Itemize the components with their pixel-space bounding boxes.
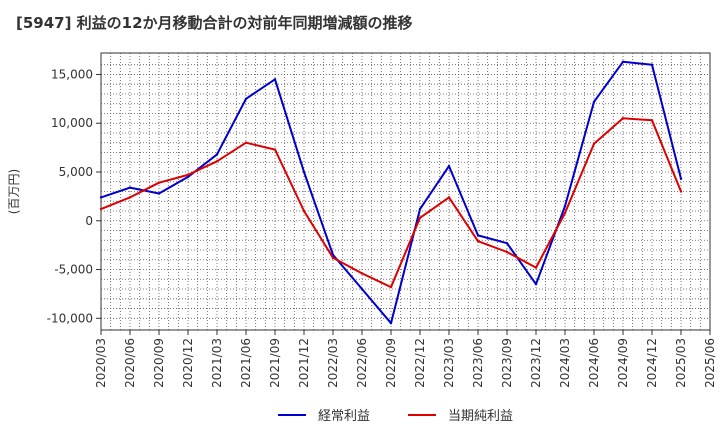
y-axis: 15,000 10,000 5,000 0 -5,000 -10,000 bbox=[47, 67, 101, 325]
x-tick-label: 2024/06 bbox=[587, 338, 601, 388]
data-point bbox=[592, 142, 596, 145]
x-tick-label: 2022/06 bbox=[355, 338, 369, 388]
data-point bbox=[244, 141, 248, 144]
data-point bbox=[99, 196, 103, 199]
data-point bbox=[360, 272, 364, 275]
data-point bbox=[273, 148, 277, 151]
data-point bbox=[592, 100, 596, 103]
y-tick-label: 15,000 bbox=[51, 67, 93, 81]
plot-area bbox=[100, 52, 711, 331]
y-axis-label: (百万円) bbox=[7, 169, 21, 214]
x-tick-label: 2023/09 bbox=[500, 338, 514, 388]
data-point bbox=[650, 63, 654, 66]
data-point bbox=[534, 282, 538, 286]
x-tick-label: 2021/09 bbox=[268, 338, 282, 388]
legend-label: 当期純利益 bbox=[448, 409, 513, 424]
y-tick-label: -5,000 bbox=[54, 263, 93, 277]
data-point bbox=[476, 240, 480, 243]
data-point bbox=[215, 160, 219, 163]
x-tick-label: 2022/09 bbox=[384, 338, 398, 388]
x-tick-label: 2021/06 bbox=[239, 338, 253, 388]
gridlines bbox=[101, 53, 710, 330]
data-point bbox=[476, 234, 480, 237]
x-tick-label: 2024/09 bbox=[616, 338, 630, 388]
data-point bbox=[389, 285, 393, 289]
data-point bbox=[563, 211, 567, 215]
x-tick-label: 2023/03 bbox=[442, 338, 456, 388]
x-tick-label: 2020/06 bbox=[123, 338, 137, 388]
data-point bbox=[418, 207, 422, 211]
y-tick-label: 0 bbox=[85, 214, 93, 228]
data-point bbox=[215, 153, 219, 156]
x-tick-label: 2021/12 bbox=[297, 338, 311, 388]
data-point bbox=[360, 287, 364, 291]
x-tick-label: 2024/12 bbox=[645, 338, 659, 388]
data-point bbox=[621, 117, 625, 120]
series-layer bbox=[99, 60, 683, 325]
data-point bbox=[99, 207, 103, 211]
data-point bbox=[447, 196, 451, 199]
data-point bbox=[534, 266, 538, 269]
data-point bbox=[505, 241, 509, 245]
x-tick-label: 2025/06 bbox=[703, 338, 717, 388]
data-point bbox=[331, 256, 335, 260]
data-point bbox=[505, 250, 509, 254]
data-point bbox=[447, 164, 451, 168]
data-point bbox=[128, 186, 132, 189]
x-tick-label: 2025/03 bbox=[674, 338, 688, 388]
y-tick-label: 10,000 bbox=[51, 116, 93, 130]
x-tick-label: 2023/06 bbox=[471, 338, 485, 388]
data-point bbox=[128, 196, 132, 199]
data-point bbox=[650, 119, 654, 122]
data-point bbox=[244, 97, 248, 101]
data-point bbox=[563, 204, 567, 208]
chart-title: [5947] 利益の12か月移動合計の対前年同期増減額の推移 bbox=[16, 14, 413, 32]
data-point bbox=[679, 177, 683, 181]
x-axis: 2020/03 2020/06 2020/09 2020/12 2021/03 2021/… bbox=[94, 330, 717, 388]
x-tick-label: 2024/03 bbox=[558, 338, 572, 388]
data-point bbox=[186, 175, 190, 179]
data-point bbox=[621, 60, 625, 63]
y-tick-label: -10,000 bbox=[47, 311, 93, 325]
data-point bbox=[186, 173, 190, 177]
x-tick-label: 2020/03 bbox=[94, 338, 108, 388]
x-tick-label: 2023/12 bbox=[529, 338, 543, 388]
legend-label: 経常利益 bbox=[318, 409, 370, 424]
data-point bbox=[302, 170, 306, 174]
x-tick-label: 2022/12 bbox=[413, 338, 427, 388]
data-point bbox=[418, 216, 422, 220]
x-tick-label: 2020/12 bbox=[181, 338, 195, 388]
y-tick-label: 5,000 bbox=[59, 165, 93, 179]
legend: 経常利益 当期純利益 bbox=[278, 409, 513, 424]
x-tick-label: 2022/03 bbox=[326, 338, 340, 388]
x-tick-label: 2020/09 bbox=[152, 338, 166, 388]
data-point bbox=[389, 321, 393, 325]
x-tick-label: 2021/03 bbox=[210, 338, 224, 388]
data-point bbox=[157, 181, 161, 184]
data-point bbox=[157, 192, 161, 195]
data-point bbox=[302, 209, 306, 213]
data-point bbox=[679, 190, 683, 193]
data-point bbox=[273, 78, 277, 81]
